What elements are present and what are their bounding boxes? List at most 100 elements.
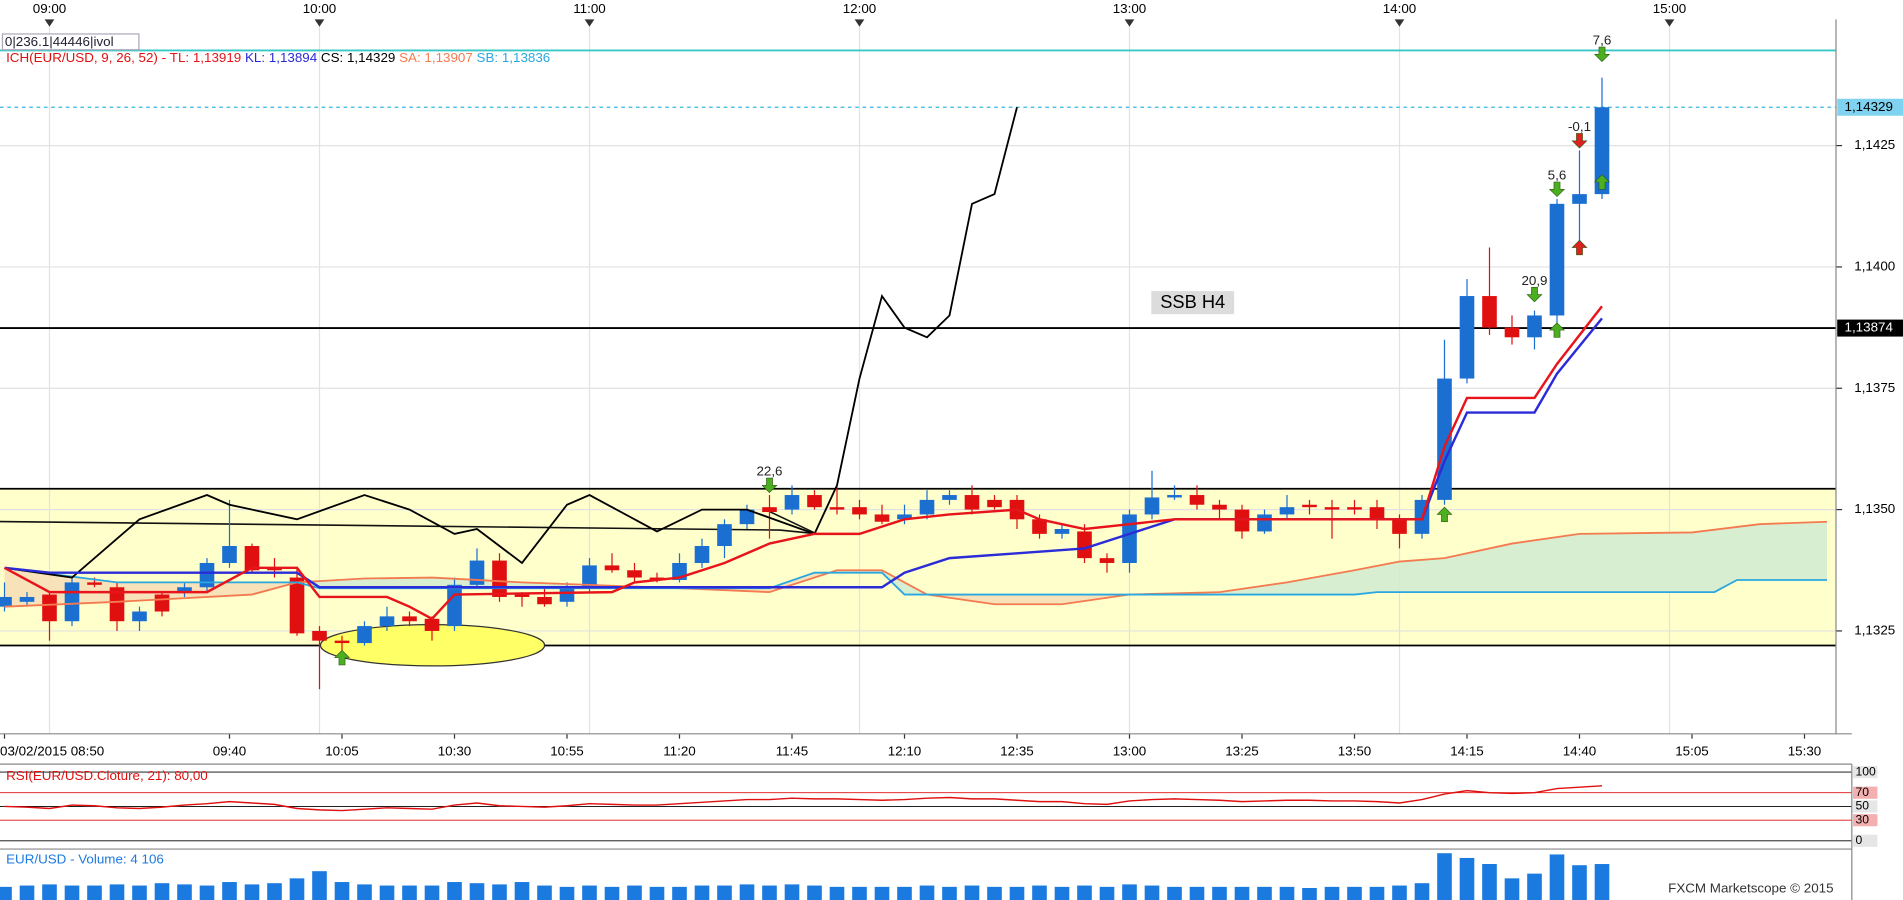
cloud bbox=[1354, 565, 1377, 595]
cloud bbox=[1781, 522, 1805, 580]
candle-body bbox=[177, 587, 192, 593]
top-tick-label: 09:00 bbox=[33, 1, 67, 16]
candle-body bbox=[1572, 194, 1587, 204]
volume-bar bbox=[1212, 886, 1227, 900]
candle-body bbox=[514, 594, 530, 597]
rsi-tick-box bbox=[1853, 814, 1878, 827]
cloud bbox=[409, 577, 432, 589]
volume-bar bbox=[649, 886, 665, 900]
cloud bbox=[1601, 533, 1625, 593]
x-tick-label: 15:05 bbox=[1675, 744, 1709, 759]
candle-body bbox=[222, 546, 237, 563]
candle-body bbox=[244, 546, 260, 571]
volume-bar bbox=[964, 885, 980, 900]
candle-body bbox=[1527, 315, 1542, 338]
volume-bar bbox=[132, 885, 147, 900]
candle-body bbox=[1549, 203, 1565, 316]
rsi-tick-box bbox=[1853, 800, 1878, 813]
signal-arrow bbox=[761, 477, 778, 494]
volume-bar bbox=[1459, 857, 1475, 900]
signal-label: 7,6 bbox=[1593, 33, 1612, 48]
volume-bar bbox=[1324, 886, 1340, 900]
cloud bbox=[1331, 570, 1355, 595]
cloud bbox=[1309, 574, 1332, 595]
volume-bar bbox=[694, 885, 710, 900]
candle-body bbox=[199, 562, 215, 588]
y-tick-label: 1,1325 bbox=[1854, 622, 1895, 637]
candle-body bbox=[897, 514, 912, 520]
cloud bbox=[814, 570, 837, 578]
x-tick-label: 03/02/2015 08:50 bbox=[0, 744, 104, 759]
volume-bar bbox=[1167, 886, 1182, 900]
candle-body bbox=[154, 594, 170, 612]
volume-bar bbox=[1032, 885, 1047, 900]
volume-bar bbox=[64, 885, 80, 900]
top-tick-label: 12:00 bbox=[843, 1, 877, 16]
volume-bar bbox=[537, 885, 552, 900]
cloud bbox=[386, 577, 410, 589]
candle-body bbox=[1189, 495, 1205, 505]
volume-bar bbox=[1054, 886, 1070, 900]
candle-body bbox=[379, 616, 395, 627]
header-item: SA: 1,13907 bbox=[399, 50, 473, 65]
volume-bar bbox=[1347, 886, 1362, 900]
candle-body bbox=[447, 584, 462, 627]
cloud bbox=[251, 582, 275, 595]
signal-arrow bbox=[1436, 506, 1453, 523]
volume-bar bbox=[492, 884, 507, 900]
cloud bbox=[1691, 529, 1715, 593]
volume-header: EUR/USD - Volume: 4 106 bbox=[6, 852, 164, 867]
volume-bar bbox=[762, 885, 777, 900]
cloud bbox=[341, 578, 365, 589]
candle-body bbox=[1324, 507, 1340, 510]
level-label-box bbox=[1837, 319, 1903, 337]
volume-bar bbox=[1437, 853, 1452, 900]
x-tick-label: 10:05 bbox=[325, 744, 359, 759]
candle-body bbox=[1594, 107, 1610, 195]
candle-body bbox=[1459, 296, 1475, 379]
candle-body bbox=[559, 587, 575, 602]
volume-bar bbox=[717, 885, 732, 900]
header-item: CS: 1,14329 bbox=[321, 50, 395, 65]
y-tick-label: 1,1400 bbox=[1854, 258, 1895, 273]
rsi-tick-label: 50 bbox=[1855, 799, 1869, 813]
volume-bar bbox=[357, 884, 372, 900]
x-tick-label: 13:00 bbox=[1113, 744, 1147, 759]
volume-bar bbox=[222, 882, 237, 900]
candle-body bbox=[919, 499, 935, 515]
header-item: ICH(EUR/USD, 9, 26, 52) - bbox=[6, 50, 166, 65]
candle-body bbox=[717, 524, 732, 547]
candle-body bbox=[1054, 529, 1070, 534]
cloud bbox=[1376, 561, 1400, 593]
volume-bar bbox=[1527, 873, 1542, 900]
volume-bar bbox=[424, 885, 440, 900]
candle-body bbox=[1167, 495, 1182, 498]
y-tick-label: 1,1375 bbox=[1854, 380, 1895, 395]
volume-bar bbox=[739, 884, 755, 900]
signal-arrow bbox=[1548, 322, 1566, 338]
cloud bbox=[1669, 532, 1692, 593]
cloud bbox=[994, 594, 1017, 605]
volume-bar bbox=[1144, 885, 1160, 900]
signal-arrow bbox=[1593, 46, 1611, 63]
candle-body bbox=[627, 570, 642, 578]
volume-bar bbox=[852, 886, 867, 900]
top-tick bbox=[44, 19, 55, 27]
candle-body bbox=[1392, 519, 1407, 534]
candle-body bbox=[109, 587, 125, 622]
top-tick-label: 13:00 bbox=[1113, 1, 1147, 16]
volume-bar bbox=[1077, 885, 1092, 900]
cloud bbox=[1579, 533, 1602, 593]
signal-label: 20,9 bbox=[1521, 273, 1547, 288]
volume-bar bbox=[42, 884, 57, 900]
x-tick-label: 12:35 bbox=[1000, 744, 1034, 759]
volume-bar bbox=[919, 885, 935, 900]
volume-bar bbox=[447, 882, 462, 900]
candle-body bbox=[1369, 507, 1385, 520]
volume-bar bbox=[1594, 864, 1610, 900]
candle-body bbox=[1212, 504, 1227, 510]
volume-bar bbox=[1189, 886, 1205, 900]
volume-bar bbox=[109, 884, 125, 900]
volume-bar bbox=[1302, 887, 1317, 900]
rsi-tick-label: 0 bbox=[1855, 833, 1862, 847]
